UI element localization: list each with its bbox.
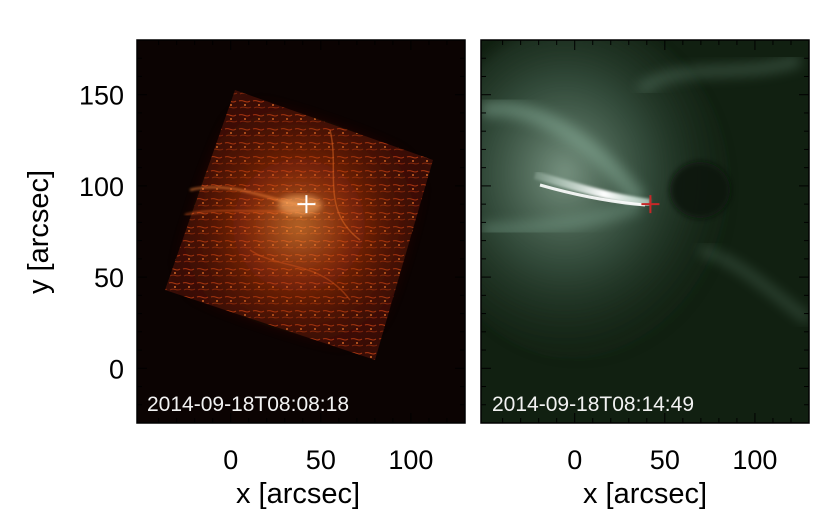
- left-solar-image: [165, 90, 433, 360]
- right-timestamp: 2014-09-18T08:14:49: [492, 393, 694, 416]
- right-solar-image: [481, 40, 809, 360]
- x-tick-label: 50: [650, 445, 680, 475]
- y-tick-label: 100: [79, 172, 124, 202]
- y-axis-title: y [arcsec]: [23, 170, 55, 294]
- y-tick-labels: 0 50 100 150: [79, 81, 124, 385]
- y-tick-label: 150: [79, 81, 124, 111]
- right-minor-ticks: [481, 40, 809, 423]
- x-tick-label: 100: [388, 445, 433, 475]
- y-tick-label: 0: [109, 354, 124, 384]
- x-tick-label: 50: [306, 445, 336, 475]
- x-axis-title-right: x [arcsec]: [583, 478, 707, 510]
- x-tick-label: 0: [567, 445, 582, 475]
- x-tick-labels-right: 0 50 100: [567, 445, 777, 475]
- right-crosshair-marker: [641, 195, 660, 214]
- left-panel-frame: [136, 39, 466, 424]
- x-tick-labels-left: 0 50 100: [223, 445, 433, 475]
- left-crosshair-marker: [297, 195, 316, 214]
- left-timestamp: 2014-09-18T08:08:18: [147, 393, 349, 416]
- x-tick-label: 100: [732, 445, 777, 475]
- x-tick-label: 0: [223, 445, 238, 475]
- x-axis-title-left: x [arcsec]: [236, 478, 360, 510]
- right-panel-frame: [480, 39, 810, 424]
- y-tick-label: 50: [94, 263, 124, 293]
- left-minor-ticks: [137, 40, 465, 423]
- right-panel: 2014-09-18T08:14:49: [480, 39, 810, 424]
- left-panel: 2014-09-18T08:08:18: [136, 39, 466, 424]
